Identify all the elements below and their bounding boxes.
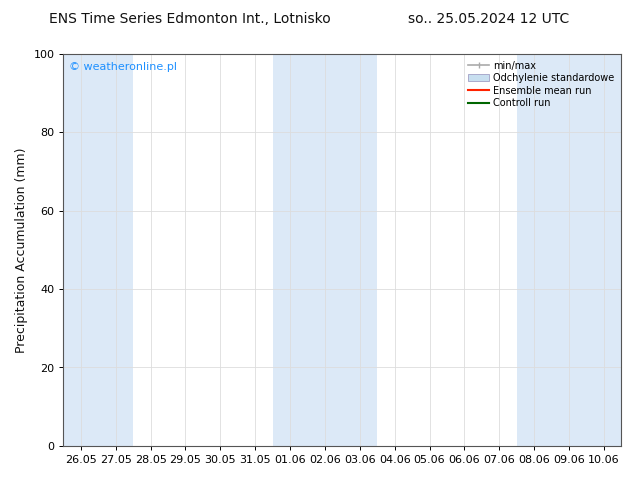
Y-axis label: Precipitation Accumulation (mm): Precipitation Accumulation (mm) [15, 147, 28, 353]
Text: © weatheronline.pl: © weatheronline.pl [69, 62, 177, 72]
Bar [273, 54, 377, 446]
Text: ENS Time Series Edmonton Int., Lotnisko: ENS Time Series Edmonton Int., Lotnisko [49, 12, 331, 26]
Legend: min/max, Odchylenie standardowe, Ensemble mean run, Controll run: min/max, Odchylenie standardowe, Ensembl… [466, 59, 616, 110]
Bar [517, 54, 621, 446]
Text: so.. 25.05.2024 12 UTC: so.. 25.05.2024 12 UTC [408, 12, 569, 26]
Bar [63, 54, 133, 446]
